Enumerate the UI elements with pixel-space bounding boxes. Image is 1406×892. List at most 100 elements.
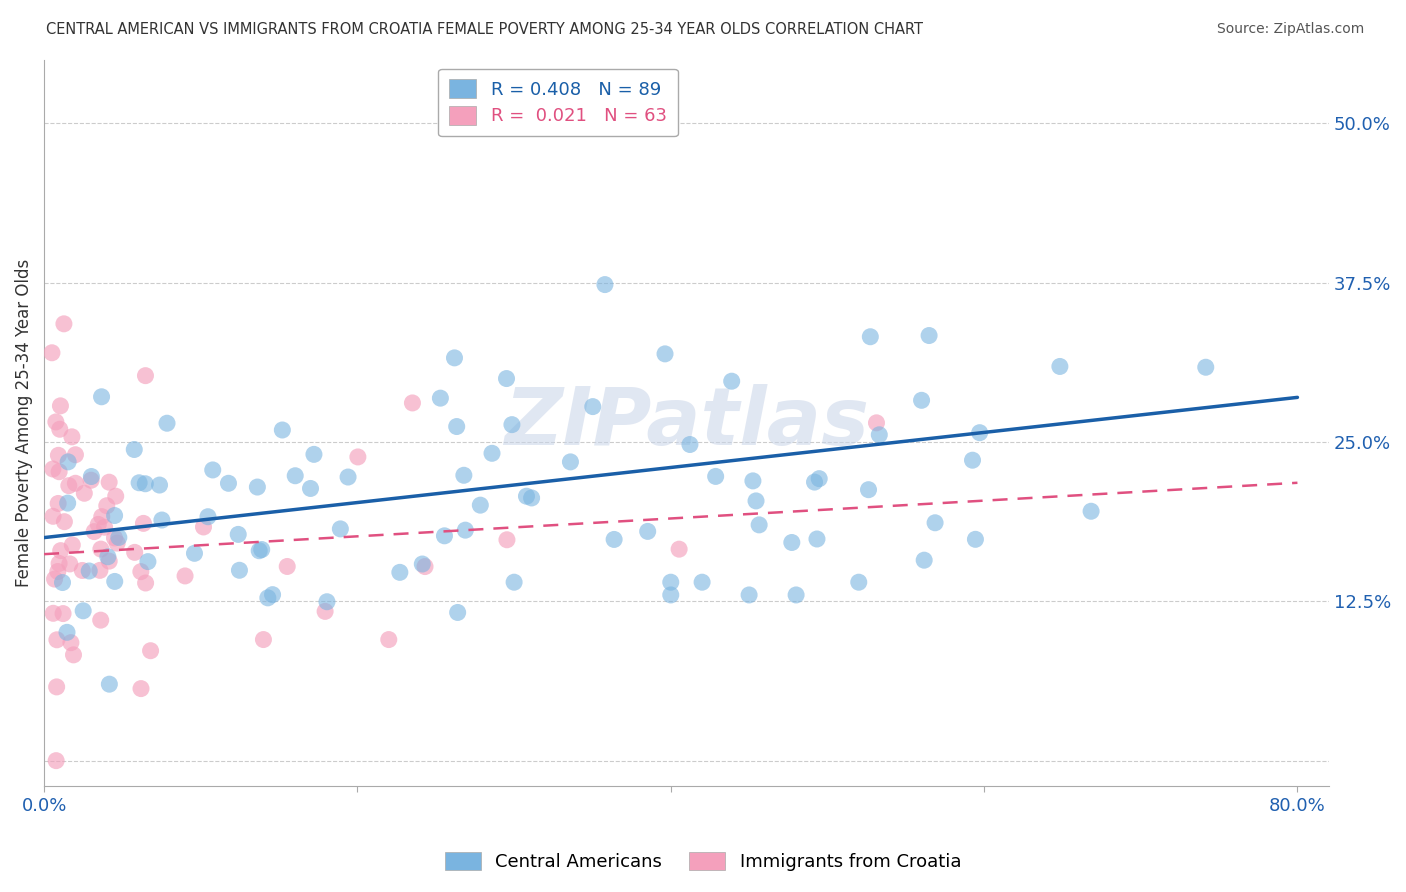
Point — [59, 557, 82, 571]
Point — [378, 632, 401, 647]
Point — [104, 489, 127, 503]
Point — [742, 474, 765, 488]
Point — [748, 517, 770, 532]
Point — [49, 543, 72, 558]
Point — [128, 475, 150, 490]
Point — [174, 569, 197, 583]
Point — [1080, 504, 1102, 518]
Point — [785, 588, 807, 602]
Point — [98, 677, 121, 691]
Point — [654, 347, 676, 361]
Legend: R = 0.408   N = 89, R =  0.021   N = 63: R = 0.408 N = 89, R = 0.021 N = 63 — [439, 69, 678, 136]
Point — [42, 462, 65, 476]
Point — [72, 564, 94, 578]
Point — [582, 400, 605, 414]
Point — [90, 542, 112, 557]
Point — [252, 632, 274, 647]
Y-axis label: Female Poverty Among 25-34 Year Olds: Female Poverty Among 25-34 Year Olds — [15, 259, 32, 587]
Point — [45, 415, 67, 429]
Point — [868, 427, 890, 442]
Point — [44, 572, 66, 586]
Point — [90, 390, 112, 404]
Point — [134, 476, 156, 491]
Point — [93, 520, 115, 534]
Point — [228, 563, 250, 577]
Point — [139, 644, 162, 658]
Point — [745, 494, 768, 508]
Point — [156, 416, 179, 430]
Point — [276, 559, 298, 574]
Point — [45, 680, 67, 694]
Point — [77, 564, 100, 578]
Point — [858, 483, 880, 497]
Point — [108, 531, 131, 545]
Point — [129, 681, 152, 696]
Point — [96, 499, 118, 513]
Point — [148, 478, 170, 492]
Point — [429, 391, 451, 405]
Point — [329, 522, 352, 536]
Point — [80, 469, 103, 483]
Point — [918, 328, 941, 343]
Point — [226, 527, 249, 541]
Point — [316, 595, 339, 609]
Point — [388, 566, 411, 580]
Point — [668, 542, 690, 557]
Point — [337, 470, 360, 484]
Point — [411, 557, 433, 571]
Point — [46, 565, 69, 579]
Point — [45, 754, 67, 768]
Point — [129, 565, 152, 579]
Point — [413, 559, 436, 574]
Point — [401, 396, 423, 410]
Point — [65, 476, 87, 491]
Point — [90, 509, 112, 524]
Text: ZIPatlas: ZIPatlas — [503, 384, 869, 462]
Point — [48, 448, 70, 462]
Text: Source: ZipAtlas.com: Source: ZipAtlas.com — [1216, 22, 1364, 37]
Point — [247, 543, 270, 558]
Point — [122, 442, 145, 457]
Point — [89, 563, 111, 577]
Point — [965, 533, 987, 547]
Point — [520, 491, 543, 505]
Point — [560, 455, 582, 469]
Point — [58, 478, 80, 492]
Point — [105, 536, 128, 550]
Point — [1195, 360, 1218, 375]
Point — [83, 524, 105, 539]
Legend: Central Americans, Immigrants from Croatia: Central Americans, Immigrants from Croat… — [437, 845, 969, 879]
Point — [103, 531, 125, 545]
Point — [135, 576, 157, 591]
Point — [150, 513, 173, 527]
Point — [60, 538, 83, 552]
Point — [42, 509, 65, 524]
Point — [132, 516, 155, 531]
Point — [803, 475, 825, 489]
Point — [501, 417, 523, 432]
Point — [808, 472, 831, 486]
Point — [453, 468, 475, 483]
Point — [865, 416, 887, 430]
Point — [246, 480, 269, 494]
Point — [454, 523, 477, 537]
Point — [1049, 359, 1071, 374]
Point — [134, 368, 156, 383]
Point — [201, 463, 224, 477]
Point — [45, 632, 67, 647]
Point — [217, 476, 239, 491]
Point — [97, 549, 120, 564]
Point — [53, 515, 76, 529]
Point — [257, 591, 280, 605]
Point — [962, 453, 984, 467]
Point — [52, 607, 75, 621]
Point — [104, 508, 127, 523]
Point — [720, 374, 742, 388]
Point — [780, 535, 803, 549]
Point — [80, 473, 103, 487]
Point — [51, 575, 73, 590]
Point — [52, 317, 75, 331]
Point — [659, 575, 682, 590]
Point — [496, 533, 519, 547]
Point — [250, 542, 273, 557]
